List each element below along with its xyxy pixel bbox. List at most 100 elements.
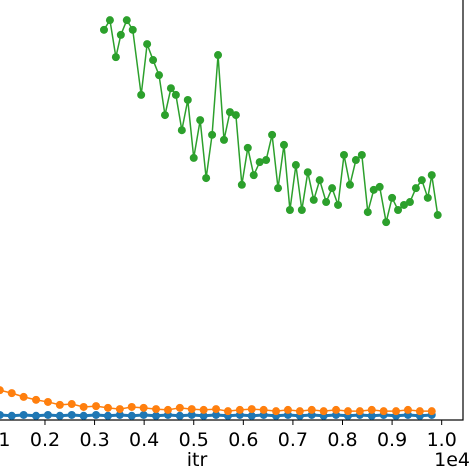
data-point [351,156,360,165]
data-point [219,135,228,144]
x-axis-label: itr [187,449,208,471]
data-point [427,171,436,180]
data-point [79,402,88,411]
data-point [149,56,158,65]
data-point [0,410,4,419]
data-point [303,168,312,177]
data-point [155,71,164,80]
data-point [345,180,354,189]
data-point [388,193,397,202]
data-point [199,411,208,420]
data-point [363,208,372,217]
data-point [235,405,244,414]
data-point [175,403,184,412]
data-point [166,84,175,93]
x-offset-label: 1e4 [434,449,470,471]
x-tick-label: 0.9 [377,429,407,451]
data-point [223,407,232,416]
data-point [183,95,192,104]
data-point [208,130,217,139]
data-point [272,407,281,416]
data-point [343,407,352,416]
data-point [243,143,252,152]
data-point [116,30,125,39]
data-point [111,53,120,62]
data-point [137,90,146,99]
data-point [247,411,256,420]
data-point [187,410,196,419]
data-point [274,184,283,193]
data-point [7,389,16,398]
data-point [175,411,184,420]
data-point [99,25,108,34]
data-point [160,111,169,120]
plot-layer [0,16,442,420]
x-tick-label: 0.3 [79,429,109,451]
data-point [322,198,331,207]
x-tick-label: 0.7 [278,429,308,451]
data-point [152,411,161,420]
data-point [382,218,391,227]
data-point [7,411,16,420]
data-point [357,150,366,159]
data-point [115,410,124,419]
data-point [177,126,186,135]
data-point [127,411,136,420]
data-point [92,402,101,411]
data-point [231,111,240,120]
data-point [0,386,4,395]
data-point [433,211,442,220]
data-point [55,411,64,420]
data-point [283,405,292,414]
x-tick-label: 0.1 [0,429,10,451]
data-point [423,193,432,202]
data-point [334,200,343,209]
data-point [328,184,337,193]
data-point [103,403,112,412]
data-point [187,405,196,414]
data-point [139,403,148,412]
data-point [32,395,41,404]
data-point [285,206,294,214]
data-point [225,108,234,117]
data-point [259,405,268,414]
data-point [212,405,221,414]
data-point [255,158,264,167]
data-point [19,410,28,419]
data-point [379,407,388,416]
data-point [339,150,348,159]
data-point [199,405,208,414]
data-point [105,16,114,25]
data-point [279,140,288,149]
data-point [367,411,376,420]
data-point [405,198,414,207]
x-tick-label: 0.8 [327,429,357,451]
data-point [122,16,131,25]
data-point [262,156,271,165]
data-point [55,400,64,409]
data-point [315,176,324,185]
plot-area [0,0,464,421]
data-point [32,411,41,420]
data-point [369,185,378,194]
x-tick-label: 1.0 [427,429,457,451]
data-point [212,410,221,419]
data-point [394,206,403,214]
data-point [19,392,28,401]
data-point [249,171,258,180]
data-point [92,410,101,419]
data-point [67,400,76,409]
data-point [128,25,137,34]
data-point [247,405,256,414]
data-point [237,180,246,189]
data-point [67,410,76,419]
x-tick-label: 0.5 [179,429,209,451]
data-point [355,407,364,416]
data-point [103,411,112,420]
x-tick-label: 0.2 [30,429,60,451]
data-point [202,174,211,183]
data-point [43,410,52,419]
data-point [214,51,223,60]
data-point [411,184,420,193]
